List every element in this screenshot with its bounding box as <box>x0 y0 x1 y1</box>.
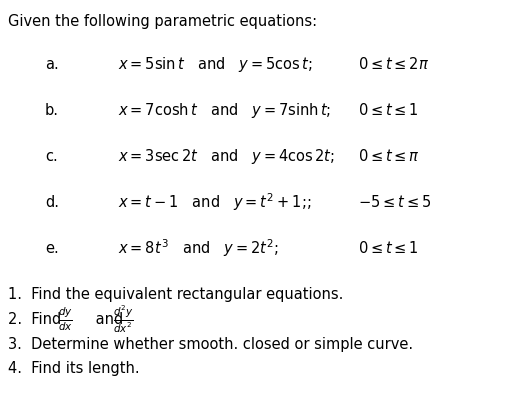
Text: b.: b. <box>45 102 59 117</box>
Text: $0 \leq t \leq 1$: $0 \leq t \leq 1$ <box>358 102 419 118</box>
Text: $0 \leq t \leq 2\pi$: $0 \leq t \leq 2\pi$ <box>358 56 429 72</box>
Text: c.: c. <box>45 149 58 164</box>
Text: $x = 3\sec 2t$   and   $y = 4\cos 2t$;: $x = 3\sec 2t$ and $y = 4\cos 2t$; <box>118 147 335 165</box>
Text: d.: d. <box>45 195 59 210</box>
Text: $x = 5\sin t$   and   $y = 5\cos t$;: $x = 5\sin t$ and $y = 5\cos t$; <box>118 54 313 74</box>
Text: $x = 8t^3$   and   $y = 2t^2$;: $x = 8t^3$ and $y = 2t^2$; <box>118 237 279 259</box>
Text: 2.  Find: 2. Find <box>8 312 66 327</box>
Text: $x = 7\cosh t$   and   $y = 7\sinh t$;: $x = 7\cosh t$ and $y = 7\sinh t$; <box>118 100 331 119</box>
Text: Given the following parametric equations:: Given the following parametric equations… <box>8 14 317 29</box>
Text: 1.  Find the equivalent rectangular equations.: 1. Find the equivalent rectangular equat… <box>8 286 343 301</box>
Text: 3.  Determine whether smooth. closed or simple curve.: 3. Determine whether smooth. closed or s… <box>8 336 413 351</box>
Text: $x = t - 1$   and   $y = t^2 + 1$;;: $x = t - 1$ and $y = t^2 + 1$;; <box>118 191 311 213</box>
Text: e.: e. <box>45 240 59 255</box>
Text: $-5 \leq t \leq 5$: $-5 \leq t \leq 5$ <box>358 194 431 210</box>
Text: $0 \leq t \leq \pi$: $0 \leq t \leq \pi$ <box>358 148 420 164</box>
Text: and: and <box>91 312 128 327</box>
Text: 4.  Find its length.: 4. Find its length. <box>8 362 140 377</box>
Text: $0 \leq t \leq 1$: $0 \leq t \leq 1$ <box>358 240 419 256</box>
Text: $\frac{dy}{dx}$: $\frac{dy}{dx}$ <box>58 305 72 333</box>
Text: a.: a. <box>45 56 59 71</box>
Text: $\frac{d^2y}{dx^2}$: $\frac{d^2y}{dx^2}$ <box>113 303 133 335</box>
